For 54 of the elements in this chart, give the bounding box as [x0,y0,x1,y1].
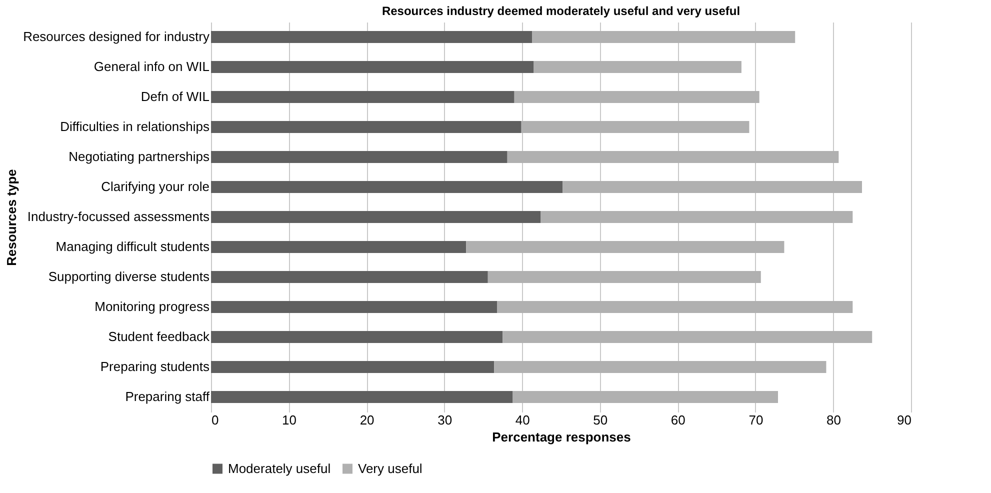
bar [488,271,761,283]
bar [540,211,853,223]
x-axis-title: Percentage responses [492,430,631,444]
y-axis-title: Resources type [4,169,20,266]
y-tick-label: Industry-focussed assessments [27,209,210,224]
y-tick-label: Monitoring progress [94,299,210,314]
x-tick-label: 0 [212,412,219,428]
bar [211,61,534,73]
x-tick-label: 80 [826,412,841,428]
x-tick-label: 90 [897,412,912,428]
y-tick-label: Difficulties in relationships [60,119,210,134]
bar [211,91,514,103]
bar [211,331,503,343]
x-tick-label: 20 [360,412,374,428]
bar [211,241,466,253]
y-tick-label: Negotiating partnerships [68,149,210,164]
y-tick-label: Supporting diverse students [48,269,210,284]
bar [512,391,778,403]
bar [466,241,784,253]
y-tick-label: General info on WIL [94,59,210,74]
x-tick-label: 40 [515,412,530,428]
y-tick-label: Managing difficult students [56,239,210,254]
bar [211,301,498,313]
bar [211,391,513,403]
x-tick-label: 30 [438,412,452,428]
x-tick-label: 70 [748,412,764,428]
bar [494,361,826,373]
bar [532,31,796,43]
bar [562,181,862,193]
chart-title: Resources industry deemed moderately useful and very useful [382,4,740,18]
bar [211,211,541,223]
bar [211,361,494,373]
bar [534,61,742,73]
bar [211,271,488,283]
y-tick-label: Clarifying your role [101,179,210,194]
bar [211,181,563,193]
y-tick-label: Defn of WIL [140,89,210,104]
bar [211,121,522,133]
y-tick-label: Preparing staff [125,389,210,404]
bar [211,31,532,43]
y-tick-label: Preparing students [100,359,210,374]
y-tick-label: Student feedback [108,329,210,344]
bar [514,91,760,103]
bar [497,301,853,313]
bar [211,151,508,163]
bar [502,331,872,343]
y-tick-label: Resources designed for industry [23,29,210,44]
x-tick-label: 50 [593,412,608,428]
x-tick-label: 60 [670,412,686,428]
bar [521,121,750,133]
legend-label: Moderately useful [228,460,331,476]
x-tick-label: 10 [282,412,297,428]
legend-label: Very useful [358,460,422,476]
bar [507,151,839,163]
